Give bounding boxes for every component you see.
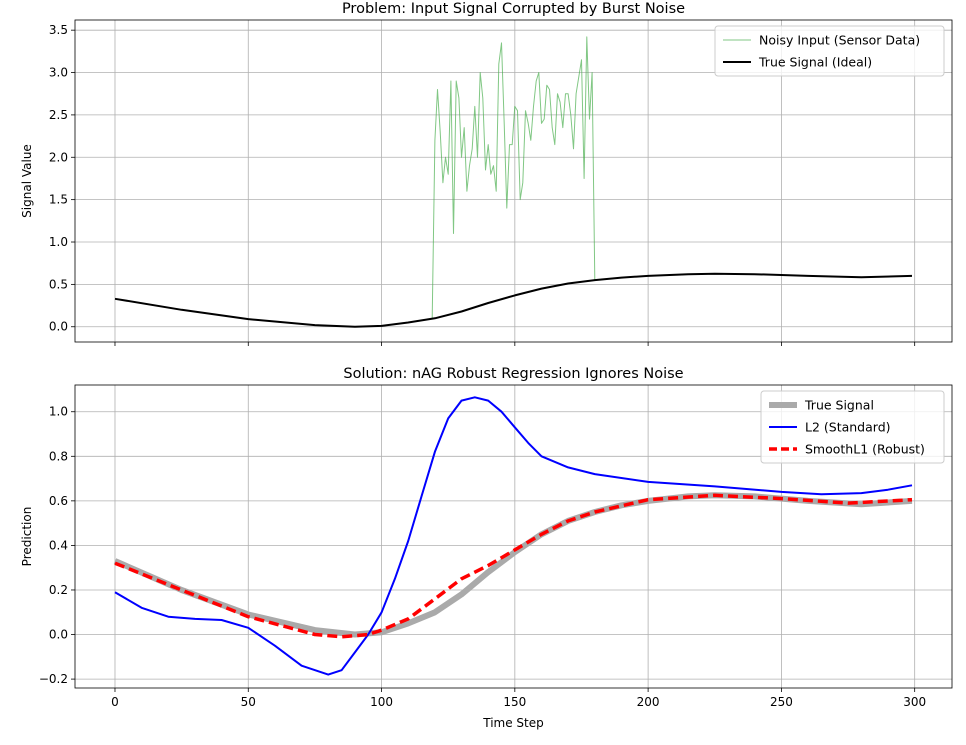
y-tick-label: 0.8 bbox=[49, 449, 68, 463]
y-tick-label: 2.0 bbox=[49, 150, 68, 164]
y-tick-label: 0.6 bbox=[49, 494, 68, 508]
x-tick-label: 300 bbox=[903, 695, 926, 709]
subplot-0: 0.0 0.5 1.0 1.5 2.0 2.5 3.0 3.5 Problem: Input S… bbox=[20, 1, 953, 346]
axes-frame bbox=[74, 19, 953, 343]
legend-label: True Signal (Ideal) bbox=[758, 55, 872, 70]
legend-label: Noisy Input (Sensor Data) bbox=[759, 33, 920, 48]
y-axis-label: Prediction bbox=[20, 507, 34, 567]
y-tick-label: 0.5 bbox=[49, 277, 68, 291]
y-tick-label: 0.0 bbox=[49, 628, 68, 642]
y-tick-label: 1.5 bbox=[49, 193, 68, 207]
x-tick-label: 100 bbox=[370, 695, 393, 709]
y-tick-label: 0.4 bbox=[49, 538, 68, 552]
legend-label: SmoothL1 (Robust) bbox=[805, 442, 925, 457]
y-axis-label: Signal Value bbox=[20, 144, 34, 218]
y-tick-label: −0.2 bbox=[39, 672, 68, 686]
series-line-1 bbox=[114, 272, 913, 328]
series-line-0 bbox=[113, 492, 913, 638]
legend-label: True Signal bbox=[804, 398, 874, 413]
x-axis-label: Time Step bbox=[482, 716, 544, 730]
legend-box bbox=[714, 25, 945, 77]
y-tick-label: 3.5 bbox=[49, 23, 68, 37]
series-line-0 bbox=[431, 36, 596, 319]
x-tick-label: 0 bbox=[111, 695, 119, 709]
axes-frame bbox=[74, 384, 953, 689]
x-tick-label: 50 bbox=[241, 695, 256, 709]
legend: Noisy Input (Sensor Data) True Signal (Id… bbox=[714, 25, 945, 77]
series-line-1 bbox=[114, 396, 913, 676]
y-tick-label: 1.0 bbox=[49, 235, 68, 249]
legend-label: L2 (Standard) bbox=[805, 420, 891, 435]
subplot-1: 0 50 100 150 200 250 300 −0.2 0.0 0.2 0.4 0.6 0.8 1.0… bbox=[20, 366, 953, 730]
chart-title: Problem: Input Signal Corrupted by Burst… bbox=[342, 1, 685, 17]
series-line-2 bbox=[114, 493, 913, 639]
x-tick-label: 150 bbox=[503, 695, 526, 709]
x-tick-label: 250 bbox=[770, 695, 793, 709]
y-tick-label: 1.0 bbox=[49, 405, 68, 419]
y-tick-label: 0.2 bbox=[49, 583, 68, 597]
x-tick-label: 200 bbox=[637, 695, 660, 709]
y-tick-label: 0.0 bbox=[49, 320, 68, 334]
chart-title: Solution: nAG Robust Regression Ignores … bbox=[343, 366, 683, 382]
legend-box bbox=[760, 390, 945, 464]
legend: True Signal L2 (Standard) SmoothL1 (Robust… bbox=[760, 390, 945, 464]
y-tick-label: 2.5 bbox=[49, 108, 68, 122]
y-tick-label: 3.0 bbox=[49, 66, 68, 80]
